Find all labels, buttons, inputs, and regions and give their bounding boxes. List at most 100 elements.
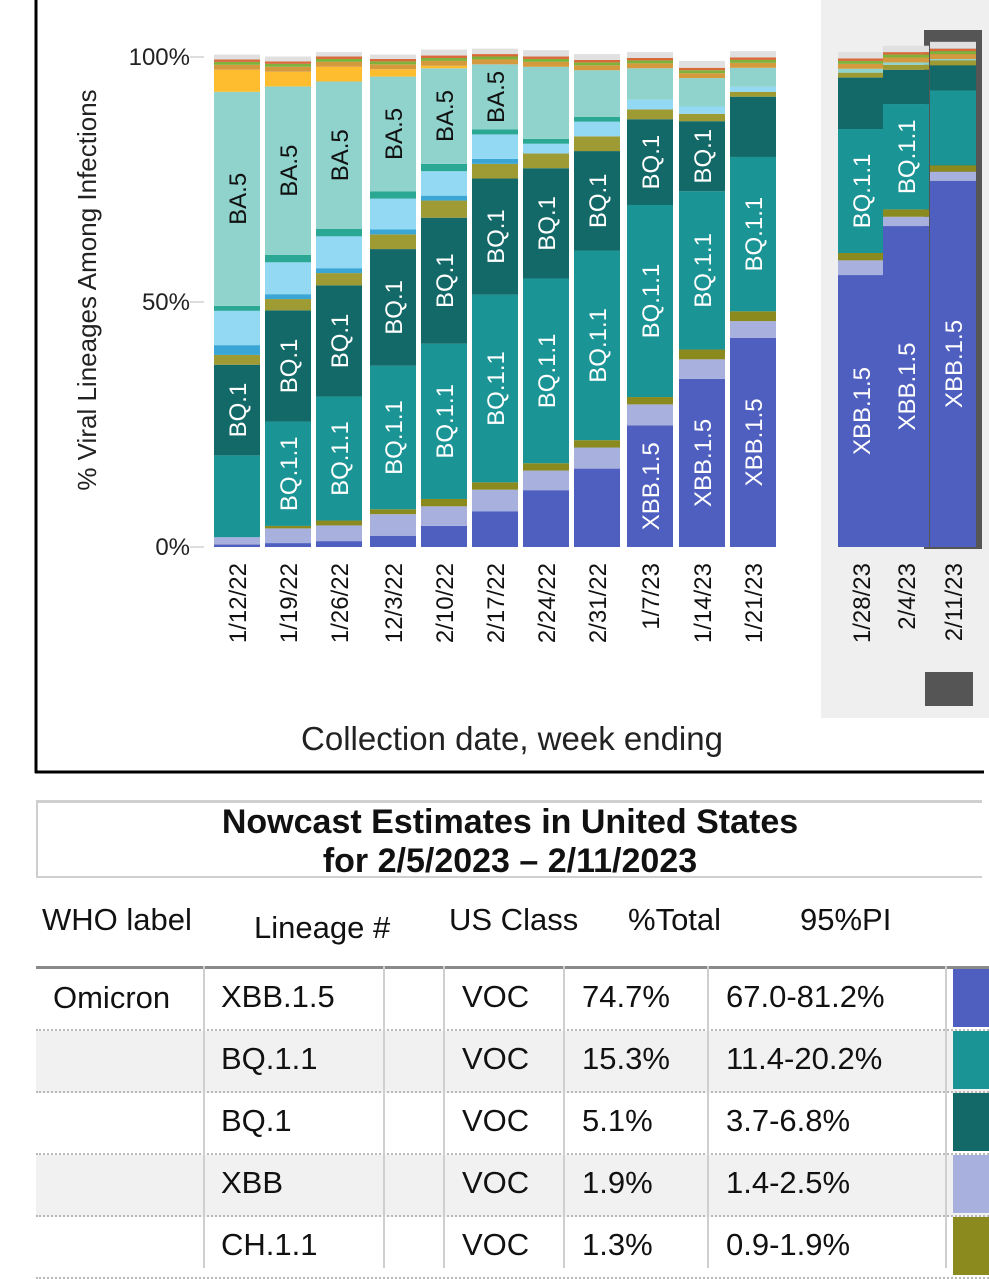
bar-segment-ba-5[interactable]: [627, 68, 673, 100]
bar-segment-other[interactable]: [370, 69, 416, 77]
bar-segment-other[interactable]: [679, 106, 725, 114]
bar-segment-other[interactable]: [472, 48, 518, 55]
bar-segment-other[interactable]: [838, 52, 884, 59]
bar-segment-other[interactable]: [730, 86, 776, 92]
bar-segment-other[interactable]: [883, 54, 929, 58]
bar-segment-xbb[interactable]: [679, 359, 725, 379]
bar-segment-other[interactable]: [930, 41, 976, 49]
bar-segment-other[interactable]: [265, 294, 311, 300]
bar-segment-other[interactable]: [574, 65, 620, 71]
bar-segment-ch-1-1[interactable]: [370, 509, 416, 515]
bar-segment-xbb-1-5[interactable]: [316, 541, 362, 547]
bar-segment-xbb-1-5[interactable]: [838, 275, 884, 547]
bar-segment-xbb[interactable]: [421, 506, 467, 526]
bar-segment-xbb[interactable]: [316, 525, 362, 542]
bar-segment-other[interactable]: [523, 138, 569, 144]
bar-segment-ch-1-1[interactable]: [523, 463, 569, 471]
bar-segment-bq-1-1[interactable]: [370, 365, 416, 510]
bar-segment-xbb-1-5[interactable]: [930, 180, 976, 547]
bar-segment-other[interactable]: [679, 73, 725, 79]
bar-segment-bq-1-1[interactable]: [265, 421, 311, 526]
bar-segment-other[interactable]: [214, 61, 260, 65]
bar-segment-other[interactable]: [316, 58, 362, 62]
bar-segment-other[interactable]: [627, 57, 673, 61]
bar-segment-other[interactable]: [472, 129, 518, 135]
bar-segment-other[interactable]: [472, 158, 518, 164]
bar-segment-bq-1-1[interactable]: [523, 278, 569, 464]
bar-segment-ba-5[interactable]: [265, 86, 311, 255]
bar-segment-other[interactable]: [930, 51, 976, 55]
bar-segment-other[interactable]: [730, 91, 776, 97]
bar-segment-xbb-1-5[interactable]: [214, 544, 260, 547]
bar-segment-other[interactable]: [523, 58, 569, 62]
bar-segment-xbb-1-5[interactable]: [265, 543, 311, 547]
bar-segment-ch-1-1[interactable]: [472, 482, 518, 490]
bar-segment-bq-1-1[interactable]: [679, 191, 725, 350]
bar-segment-other[interactable]: [730, 62, 776, 68]
bar-segment-other[interactable]: [370, 54, 416, 59]
bar-segment-ba-5[interactable]: [421, 68, 467, 164]
bar-segment-other[interactable]: [316, 236, 362, 269]
bar-segment-other[interactable]: [627, 60, 673, 64]
bar-segment-other[interactable]: [370, 61, 416, 65]
bar-segment-other[interactable]: [930, 60, 976, 66]
bar-segment-other[interactable]: [930, 54, 976, 59]
bar-segment-xbb[interactable]: [627, 404, 673, 426]
bar-segment-other[interactable]: [265, 56, 311, 62]
bar-segment-ba-5[interactable]: [679, 78, 725, 107]
bar-segment-bq-1-1[interactable]: [421, 343, 467, 499]
bar-segment-bq-1-1[interactable]: [316, 396, 362, 521]
bar-segment-xbb-1-5[interactable]: [370, 535, 416, 547]
bar-segment-other[interactable]: [421, 65, 467, 69]
bar-segment-other[interactable]: [838, 60, 884, 64]
bar-segment-ch-1-1[interactable]: [421, 498, 467, 507]
bar-segment-other[interactable]: [627, 109, 673, 120]
bar-segment-other[interactable]: [370, 229, 416, 235]
bar-segment-other[interactable]: [883, 57, 929, 63]
bar-segment-bq-1[interactable]: [265, 310, 311, 422]
bar-segment-xbb[interactable]: [370, 514, 416, 536]
bar-segment-ch-1-1[interactable]: [930, 165, 976, 172]
bar-segment-bq-1[interactable]: [214, 364, 260, 456]
selected-week-marker[interactable]: [925, 672, 973, 706]
bar-segment-xbb-1-5[interactable]: [679, 378, 725, 547]
bar-segment-bq-1[interactable]: [730, 96, 776, 157]
bar-segment-ba-5[interactable]: [523, 66, 569, 139]
bar-segment-other[interactable]: [883, 45, 929, 53]
bar-segment-bq-1-1[interactable]: [574, 250, 620, 441]
bar-segment-other[interactable]: [421, 57, 467, 61]
bar-segment-other[interactable]: [265, 254, 311, 263]
bar-segment-bq-1[interactable]: [574, 151, 620, 251]
bar-segment-xbb[interactable]: [883, 216, 929, 227]
bar-segment-other[interactable]: [472, 54, 518, 57]
bar-segment-other[interactable]: [574, 116, 620, 122]
bar-segment-other[interactable]: [421, 49, 467, 56]
bar-segment-other[interactable]: [627, 99, 673, 110]
bar-segment-xbb-1-5[interactable]: [627, 425, 673, 547]
bar-segment-xbb-1-5[interactable]: [730, 337, 776, 547]
bar-segment-other[interactable]: [523, 143, 569, 154]
bar-segment-xbb[interactable]: [265, 528, 311, 544]
bar-segment-xbb[interactable]: [574, 447, 620, 469]
bar-segment-bq-1[interactable]: [370, 249, 416, 366]
bar-segment-other[interactable]: [214, 305, 260, 311]
bar-segment-other[interactable]: [214, 69, 260, 92]
bar-segment-other[interactable]: [627, 52, 673, 58]
bar-segment-xbb[interactable]: [838, 260, 884, 276]
bar-segment-other[interactable]: [838, 72, 884, 78]
bar-segment-other[interactable]: [627, 63, 673, 69]
bar-segment-other[interactable]: [265, 66, 311, 72]
bar-segment-other[interactable]: [574, 136, 620, 152]
bar-segment-other[interactable]: [214, 64, 260, 70]
bar-segment-other[interactable]: [574, 54, 620, 60]
bar-segment-other[interactable]: [679, 60, 725, 68]
bar-segment-other[interactable]: [574, 121, 620, 137]
bar-segment-other[interactable]: [574, 62, 620, 66]
bar-segment-ba-5[interactable]: [574, 70, 620, 117]
bar-segment-other[interactable]: [883, 52, 929, 55]
bar-segment-other[interactable]: [421, 60, 467, 66]
bar-segment-other[interactable]: [316, 268, 362, 274]
bar-segment-ba-5[interactable]: [730, 67, 776, 87]
bar-segment-ba-5[interactable]: [316, 81, 362, 229]
bar-segment-other[interactable]: [316, 52, 362, 57]
